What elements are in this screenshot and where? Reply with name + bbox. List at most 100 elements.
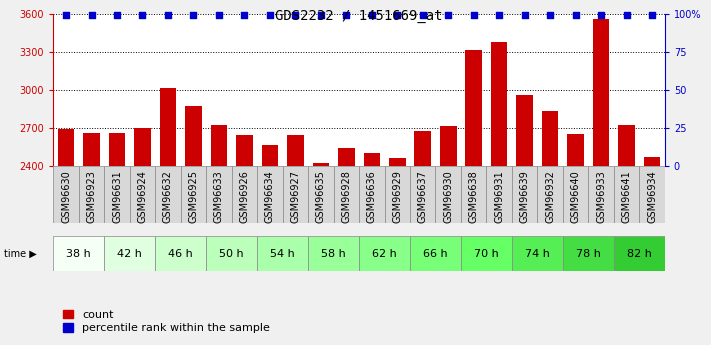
Text: GSM96635: GSM96635 bbox=[316, 170, 326, 223]
Bar bbox=[516, 95, 533, 345]
Bar bbox=[313, 163, 329, 345]
Bar bbox=[232, 166, 257, 223]
Bar bbox=[155, 166, 181, 223]
Bar bbox=[79, 166, 105, 223]
Text: GSM96638: GSM96638 bbox=[469, 170, 479, 223]
Point bbox=[86, 12, 97, 18]
Bar bbox=[563, 166, 589, 223]
Text: 50 h: 50 h bbox=[220, 249, 244, 258]
Bar bbox=[512, 236, 563, 271]
Bar bbox=[491, 42, 508, 345]
Bar bbox=[308, 166, 333, 223]
Point bbox=[137, 12, 148, 18]
Text: 58 h: 58 h bbox=[321, 249, 346, 258]
Point bbox=[289, 12, 301, 18]
Bar bbox=[333, 166, 359, 223]
Text: GSM96631: GSM96631 bbox=[112, 170, 122, 223]
Bar bbox=[461, 166, 486, 223]
Bar bbox=[563, 236, 614, 271]
Text: GSM96636: GSM96636 bbox=[367, 170, 377, 223]
Point bbox=[595, 12, 606, 18]
Text: time ▶: time ▶ bbox=[4, 249, 36, 258]
Bar bbox=[440, 126, 456, 345]
Bar bbox=[512, 166, 538, 223]
Point bbox=[545, 12, 556, 18]
Point bbox=[239, 12, 250, 18]
Bar bbox=[105, 236, 155, 271]
Text: GSM96630: GSM96630 bbox=[61, 170, 71, 223]
Bar bbox=[359, 166, 385, 223]
Bar bbox=[643, 157, 661, 345]
Bar bbox=[466, 50, 482, 345]
Bar bbox=[53, 166, 79, 223]
Point bbox=[60, 12, 72, 18]
Bar bbox=[210, 125, 228, 345]
Text: GSM96931: GSM96931 bbox=[494, 170, 504, 223]
Bar bbox=[262, 145, 278, 345]
Text: 78 h: 78 h bbox=[576, 249, 601, 258]
Point bbox=[519, 12, 530, 18]
Bar bbox=[389, 158, 405, 345]
Point bbox=[341, 12, 352, 18]
Text: GSM96639: GSM96639 bbox=[520, 170, 530, 223]
Bar bbox=[257, 236, 308, 271]
Point bbox=[188, 12, 199, 18]
Bar bbox=[105, 166, 129, 223]
Bar bbox=[58, 129, 75, 345]
Bar bbox=[639, 166, 665, 223]
Point bbox=[162, 12, 173, 18]
Text: GSM96633: GSM96633 bbox=[214, 170, 224, 223]
Point bbox=[366, 12, 378, 18]
Bar bbox=[53, 236, 105, 271]
Bar bbox=[410, 236, 461, 271]
Text: GSM96637: GSM96637 bbox=[418, 170, 428, 223]
Bar bbox=[363, 153, 380, 345]
Point bbox=[264, 12, 276, 18]
Point bbox=[315, 12, 326, 18]
Text: GSM96933: GSM96933 bbox=[596, 170, 606, 223]
Text: GSM96928: GSM96928 bbox=[341, 170, 351, 223]
Bar bbox=[461, 236, 512, 271]
Bar bbox=[538, 166, 563, 223]
Text: GSM96640: GSM96640 bbox=[571, 170, 581, 223]
Bar bbox=[109, 133, 125, 345]
Text: 62 h: 62 h bbox=[372, 249, 397, 258]
Bar bbox=[236, 135, 252, 345]
Text: GSM96927: GSM96927 bbox=[290, 170, 300, 223]
Point bbox=[493, 12, 505, 18]
Bar bbox=[287, 135, 304, 345]
Bar bbox=[593, 19, 609, 345]
Text: 70 h: 70 h bbox=[474, 249, 499, 258]
Bar bbox=[206, 166, 232, 223]
Bar bbox=[486, 166, 512, 223]
Bar bbox=[385, 166, 410, 223]
Bar bbox=[181, 166, 206, 223]
Bar bbox=[359, 236, 410, 271]
Point bbox=[392, 12, 403, 18]
Text: GSM96932: GSM96932 bbox=[545, 170, 555, 223]
Bar bbox=[410, 166, 435, 223]
Bar bbox=[614, 236, 665, 271]
Point bbox=[213, 12, 225, 18]
Bar bbox=[134, 128, 151, 345]
Bar bbox=[129, 166, 155, 223]
Text: 74 h: 74 h bbox=[525, 249, 550, 258]
Bar bbox=[283, 166, 308, 223]
Bar bbox=[155, 236, 206, 271]
Text: GSM96929: GSM96929 bbox=[392, 170, 402, 223]
Text: GSM96930: GSM96930 bbox=[443, 170, 453, 223]
Point bbox=[646, 12, 658, 18]
Bar bbox=[308, 236, 359, 271]
Bar bbox=[542, 111, 558, 345]
Bar bbox=[257, 166, 283, 223]
Text: 46 h: 46 h bbox=[169, 249, 193, 258]
Bar bbox=[185, 106, 202, 345]
Bar bbox=[83, 133, 100, 345]
Text: 66 h: 66 h bbox=[423, 249, 448, 258]
Point bbox=[417, 12, 429, 18]
Bar bbox=[160, 88, 176, 345]
Text: 54 h: 54 h bbox=[270, 249, 295, 258]
Text: 38 h: 38 h bbox=[66, 249, 91, 258]
Point bbox=[570, 12, 582, 18]
Bar bbox=[567, 134, 584, 345]
